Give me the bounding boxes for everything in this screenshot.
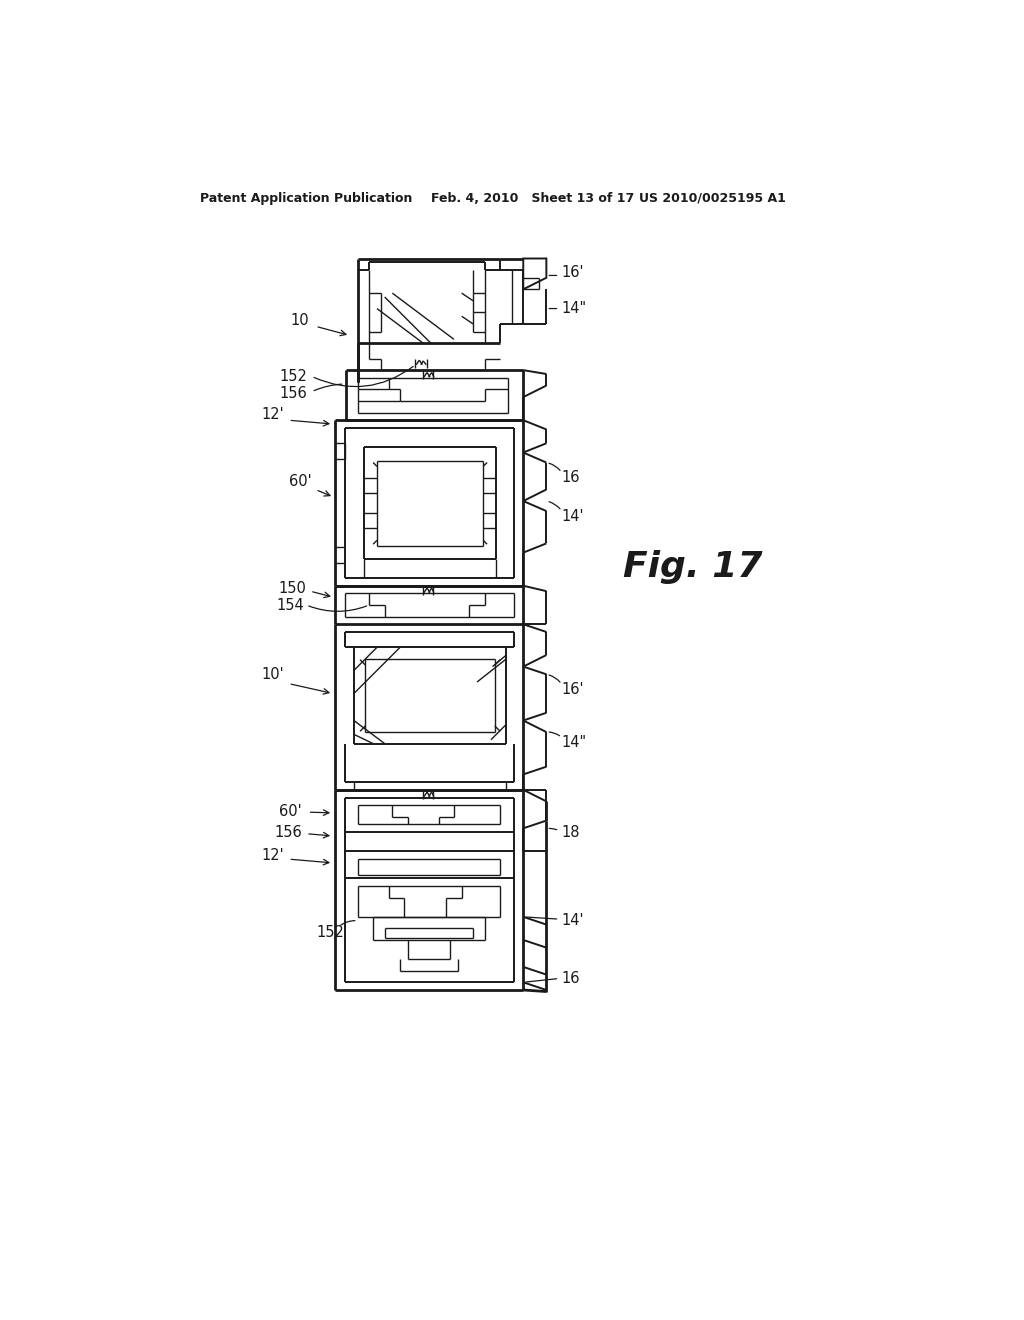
Text: 152: 152 bbox=[280, 368, 308, 384]
Text: 150: 150 bbox=[279, 581, 306, 595]
Text: 10': 10' bbox=[262, 667, 285, 682]
Text: Feb. 4, 2010   Sheet 13 of 17: Feb. 4, 2010 Sheet 13 of 17 bbox=[431, 191, 634, 205]
Text: 14': 14' bbox=[562, 510, 585, 524]
Text: 14': 14' bbox=[562, 913, 585, 928]
Text: 156: 156 bbox=[274, 825, 302, 840]
Text: 156: 156 bbox=[280, 385, 307, 401]
Text: US 2010/0025195 A1: US 2010/0025195 A1 bbox=[639, 191, 785, 205]
Text: 14": 14" bbox=[562, 301, 587, 315]
Text: 152: 152 bbox=[316, 925, 345, 940]
Text: 60': 60' bbox=[289, 474, 311, 490]
Text: Patent Application Publication: Patent Application Publication bbox=[200, 191, 413, 205]
Text: 16: 16 bbox=[562, 470, 581, 486]
Text: 154: 154 bbox=[276, 598, 304, 612]
Text: Fig. 17: Fig. 17 bbox=[624, 549, 763, 583]
Text: 60': 60' bbox=[279, 804, 301, 818]
Text: 16: 16 bbox=[562, 972, 581, 986]
Text: 12': 12' bbox=[262, 847, 285, 863]
Text: 18: 18 bbox=[562, 825, 581, 840]
Text: 14": 14" bbox=[562, 734, 587, 750]
Text: 16': 16' bbox=[562, 682, 585, 697]
Text: 10: 10 bbox=[291, 313, 309, 327]
Text: 12': 12' bbox=[262, 408, 285, 422]
Text: 16': 16' bbox=[562, 265, 585, 280]
